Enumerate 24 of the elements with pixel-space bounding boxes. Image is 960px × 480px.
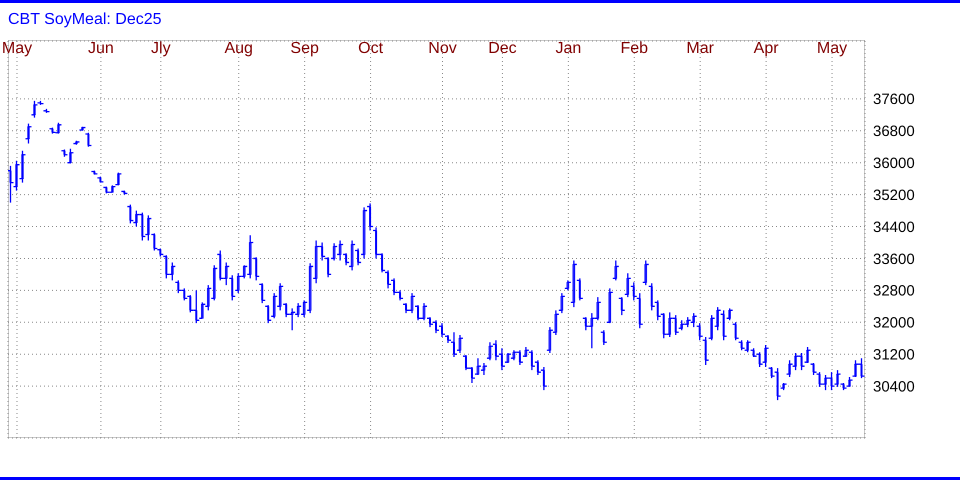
x-tick-label: Jun — [88, 40, 114, 57]
x-tick-label: May — [2, 40, 32, 57]
y-tick-label: 30400 — [873, 378, 915, 396]
y-tick-label: 33600 — [873, 250, 915, 268]
y-tick-label: 37600 — [873, 91, 915, 108]
x-tick-label: Apr — [754, 40, 780, 57]
x-tick-label: Feb — [620, 40, 648, 57]
y-tick-label: 31200 — [873, 346, 915, 364]
x-tick-label: Dec — [488, 40, 517, 57]
y-tick-label: 32800 — [873, 282, 915, 300]
x-tick-label: May — [816, 40, 848, 57]
x-tick-label: Nov — [428, 40, 457, 57]
chart-title: CBT SoyMeal: Dec25 — [8, 11, 162, 29]
x-tick-label: Jly — [151, 40, 171, 57]
x-tick-label: Oct — [358, 40, 384, 57]
x-tick-label: Jan — [555, 40, 582, 57]
x-tick-label: Mar — [686, 40, 715, 57]
x-tick-label: Sep — [290, 40, 319, 57]
x-tick-label: Aug — [224, 40, 253, 57]
y-tick-label: 32000 — [873, 314, 915, 332]
y-tick-label: 36800 — [873, 123, 915, 140]
y-tick-label: 35200 — [873, 186, 915, 204]
y-tick-label: 36000 — [873, 155, 915, 172]
y-tick-label: 34400 — [873, 218, 915, 236]
